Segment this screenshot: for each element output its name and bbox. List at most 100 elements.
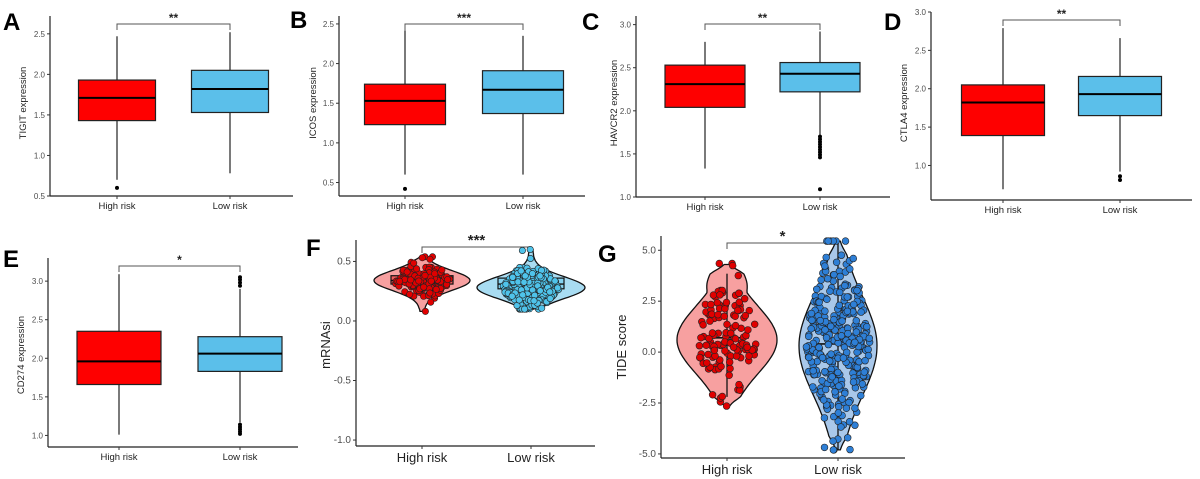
x-category-label: Low risk bbox=[213, 201, 248, 212]
data-point bbox=[714, 311, 722, 319]
panel-c: C 1.0 1.5 2.0 2.5 3.0 High risk Low risk HAVCR2 … bbox=[582, 9, 890, 213]
x-category-label: Low risk bbox=[814, 462, 862, 477]
data-point bbox=[864, 351, 873, 360]
x-category-label: High risk bbox=[387, 201, 424, 212]
data-point bbox=[830, 315, 838, 324]
data-point bbox=[826, 287, 834, 295]
data-point bbox=[704, 350, 712, 359]
box-high-risk bbox=[77, 36, 157, 190]
data-point bbox=[821, 262, 829, 270]
y-axis-label: CTLA4 expression bbox=[899, 64, 910, 142]
x-category-label: Low risk bbox=[507, 450, 555, 465]
data-point bbox=[851, 404, 859, 412]
data-point bbox=[819, 396, 828, 404]
data-point bbox=[845, 418, 854, 426]
data-point bbox=[808, 316, 816, 324]
y-tick-label: 0.5 bbox=[34, 192, 46, 201]
panel-letter: D bbox=[884, 9, 901, 36]
data-point bbox=[817, 276, 825, 284]
x-category-label: High risk bbox=[99, 201, 136, 212]
data-point bbox=[841, 237, 850, 245]
y-tick-label: -1.0 bbox=[334, 435, 352, 446]
significance-bracket bbox=[404, 23, 524, 30]
data-point bbox=[432, 285, 440, 293]
iqr-box bbox=[779, 61, 861, 93]
data-point bbox=[708, 391, 717, 399]
significance-stars: ** bbox=[758, 11, 768, 25]
data-point bbox=[514, 278, 522, 286]
significance-stars: *** bbox=[457, 11, 471, 25]
data-point bbox=[849, 300, 858, 309]
data-point bbox=[839, 354, 848, 362]
data-point bbox=[861, 357, 869, 365]
panel-letter: A bbox=[3, 9, 20, 36]
data-point bbox=[731, 321, 740, 330]
data-point bbox=[551, 277, 559, 285]
data-point bbox=[836, 272, 844, 281]
data-point bbox=[812, 285, 821, 293]
panel-a: A 0.5 1.0 1.5 2.0 2.5 High risk Low risk TIGIT e… bbox=[3, 9, 293, 212]
y-tick-label: 2.5 bbox=[915, 46, 927, 55]
y-tick-label: -2.5 bbox=[639, 398, 657, 409]
data-point bbox=[706, 317, 714, 325]
data-point bbox=[546, 294, 554, 302]
data-point bbox=[852, 328, 860, 336]
y-tick-label: 2.0 bbox=[620, 107, 632, 116]
data-point bbox=[826, 322, 835, 330]
x-category-label: High risk bbox=[702, 462, 753, 477]
data-point bbox=[728, 261, 737, 270]
panel-f: F -1.0 -0.5 0.0 0.5 High risk Low risk mRNAsi **… bbox=[306, 232, 595, 465]
data-point bbox=[857, 391, 865, 400]
box-low-risk bbox=[481, 35, 565, 175]
data-point bbox=[502, 280, 510, 288]
data-point bbox=[855, 358, 863, 366]
data-point bbox=[509, 273, 517, 281]
data-point bbox=[725, 371, 733, 379]
y-tick-label: 1.0 bbox=[915, 161, 927, 170]
outlier-point bbox=[818, 155, 822, 160]
data-point bbox=[431, 270, 439, 278]
data-point bbox=[735, 289, 743, 297]
data-point bbox=[528, 270, 536, 278]
y-tick-label: 1.0 bbox=[34, 151, 46, 160]
data-point bbox=[743, 343, 751, 351]
data-point bbox=[515, 296, 523, 304]
iqr-box bbox=[76, 330, 162, 386]
y-tick-label: 1.5 bbox=[620, 150, 632, 159]
data-point bbox=[822, 334, 831, 342]
y-axis-label: TIDE score bbox=[614, 314, 629, 379]
data-point bbox=[843, 434, 852, 442]
box-high-risk bbox=[363, 30, 447, 191]
data-point bbox=[517, 267, 525, 275]
outlier-point bbox=[238, 277, 242, 282]
panel-letter: G bbox=[598, 241, 617, 268]
data-point bbox=[699, 321, 707, 329]
y-tick-label: 1.0 bbox=[323, 139, 335, 148]
data-point bbox=[816, 316, 824, 325]
data-point bbox=[521, 305, 529, 313]
data-point bbox=[831, 388, 839, 396]
data-point bbox=[807, 325, 815, 333]
data-point bbox=[707, 300, 715, 309]
outlier-point bbox=[238, 280, 242, 285]
y-axis-label: CD274 expression bbox=[16, 316, 27, 394]
significance-stars: ** bbox=[1057, 7, 1067, 21]
data-point bbox=[725, 358, 734, 366]
significance-stars: * bbox=[780, 228, 786, 245]
data-point bbox=[703, 359, 711, 367]
data-point bbox=[863, 323, 871, 331]
data-point bbox=[722, 298, 731, 307]
data-point bbox=[721, 305, 729, 313]
x-category-label: Low risk bbox=[506, 201, 541, 212]
y-tick-label: 3.0 bbox=[915, 8, 927, 17]
data-point bbox=[807, 309, 816, 318]
data-point bbox=[426, 289, 434, 297]
significance-bracket bbox=[704, 23, 821, 30]
data-point bbox=[821, 326, 829, 334]
data-point bbox=[427, 298, 435, 306]
data-point bbox=[858, 380, 867, 388]
y-tick-label: 2.5 bbox=[32, 316, 44, 325]
data-point bbox=[722, 402, 731, 410]
panel-d: D 1.0 1.5 2.0 2.5 3.0 High risk Low risk CTLA4 e… bbox=[884, 7, 1192, 216]
data-point bbox=[717, 362, 725, 371]
